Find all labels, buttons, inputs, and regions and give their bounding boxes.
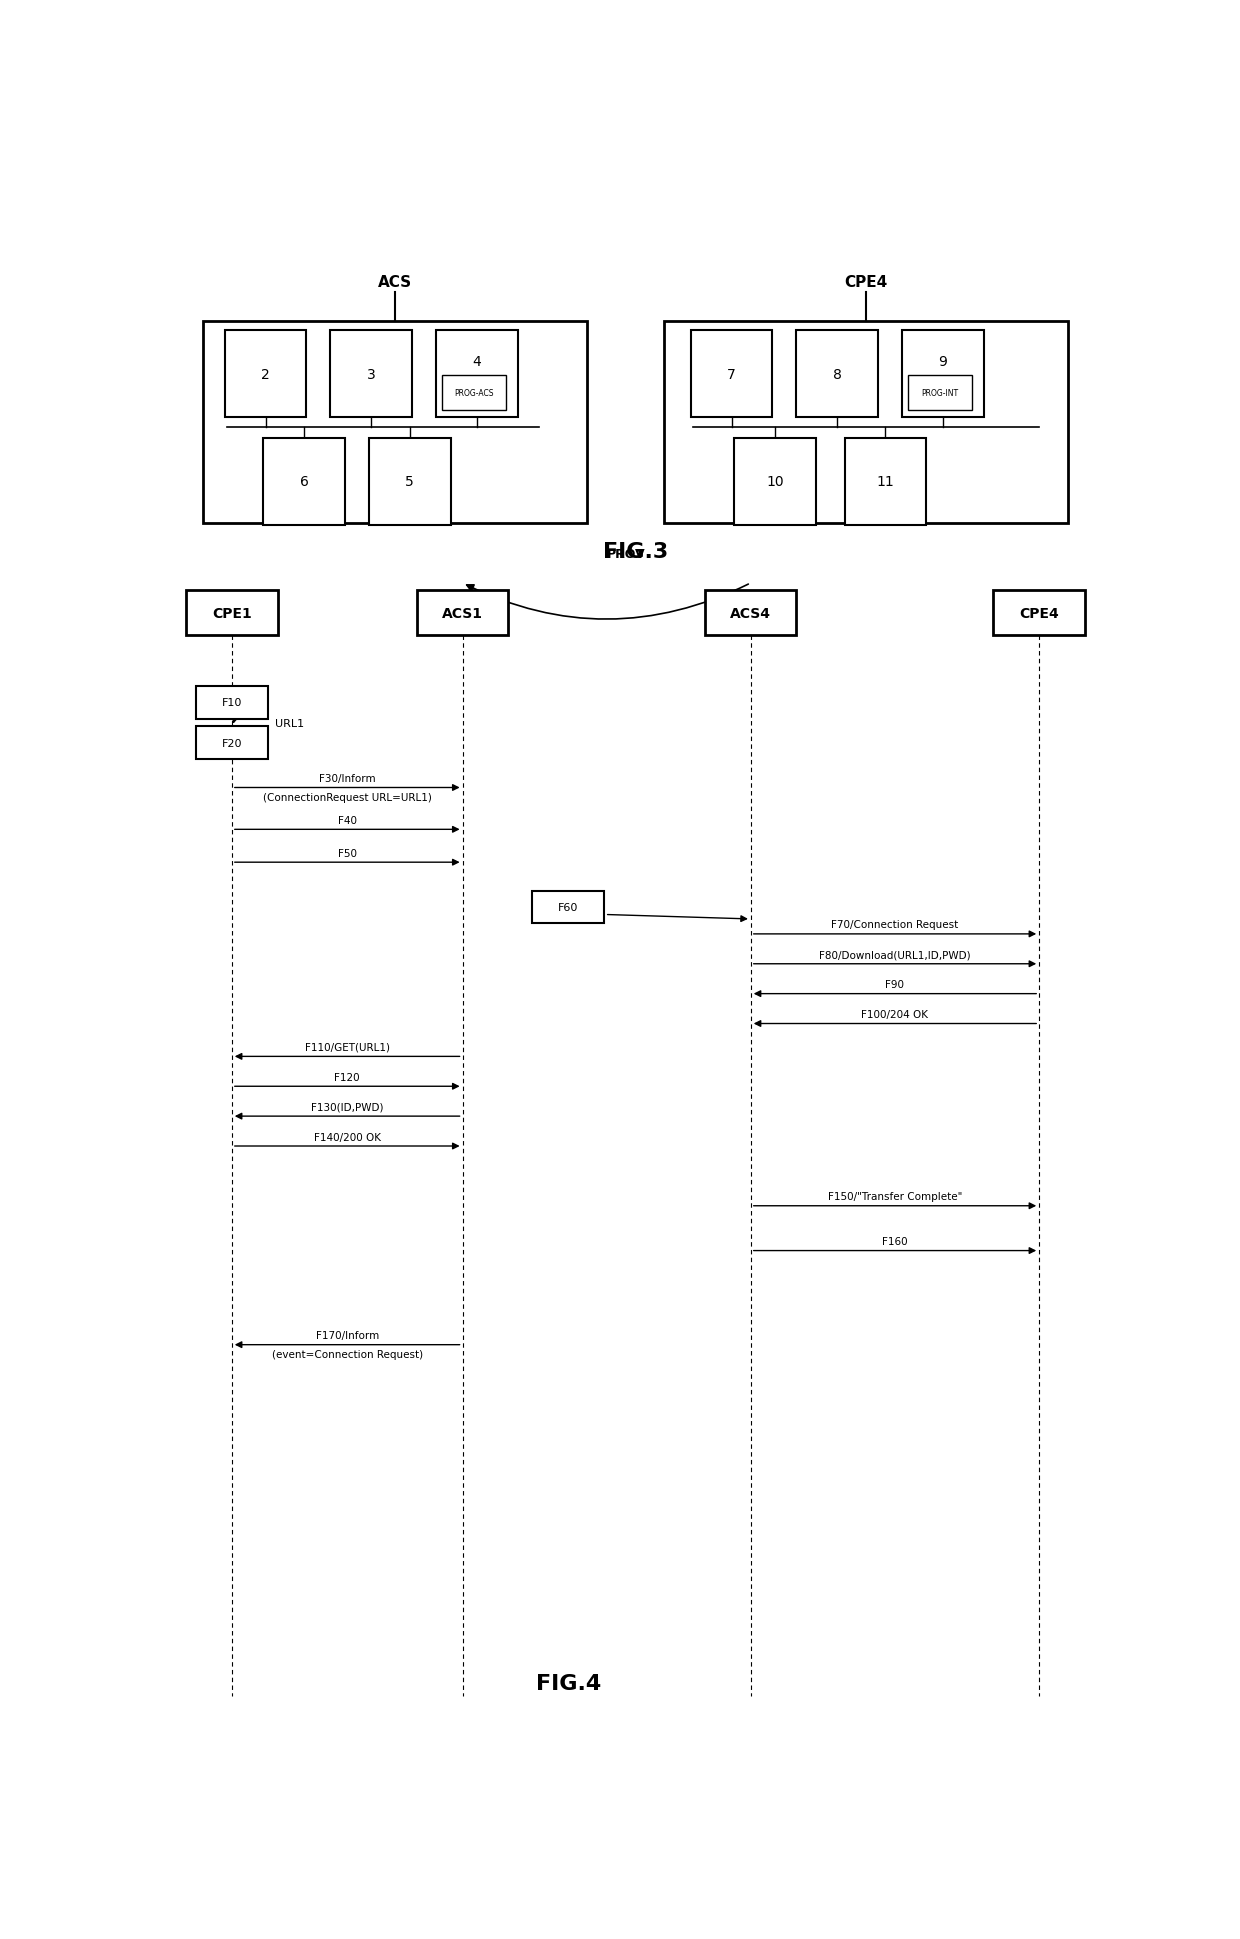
FancyBboxPatch shape	[734, 438, 816, 525]
FancyBboxPatch shape	[532, 892, 604, 925]
FancyBboxPatch shape	[330, 332, 412, 417]
Text: ACS1: ACS1	[441, 607, 484, 620]
Text: F30/Inform: F30/Inform	[319, 774, 376, 783]
FancyBboxPatch shape	[706, 591, 796, 636]
Text: CPE4: CPE4	[1019, 607, 1059, 620]
Text: 8: 8	[833, 368, 842, 382]
FancyBboxPatch shape	[224, 332, 306, 417]
Text: F20: F20	[222, 739, 242, 748]
FancyBboxPatch shape	[441, 376, 506, 411]
Text: FIG.4: FIG.4	[536, 1673, 601, 1693]
Text: F100/204 OK: F100/204 OK	[862, 1010, 929, 1020]
Text: FIG.3: FIG.3	[603, 541, 668, 562]
Text: 11: 11	[877, 475, 894, 489]
Text: 10: 10	[766, 475, 784, 489]
Text: F60: F60	[558, 902, 578, 913]
Text: 3: 3	[367, 368, 376, 382]
Text: 4: 4	[472, 355, 481, 368]
Text: F40: F40	[337, 816, 357, 826]
FancyBboxPatch shape	[186, 591, 278, 636]
FancyBboxPatch shape	[436, 332, 518, 417]
Text: PROG-ACS: PROG-ACS	[454, 390, 494, 397]
Text: 9: 9	[939, 355, 947, 368]
FancyBboxPatch shape	[203, 322, 588, 524]
Text: ACS4: ACS4	[730, 607, 771, 620]
Text: F130(ID,PWD): F130(ID,PWD)	[311, 1101, 383, 1113]
Text: F120: F120	[335, 1072, 360, 1082]
Text: 2: 2	[262, 368, 270, 382]
FancyBboxPatch shape	[993, 591, 1085, 636]
FancyBboxPatch shape	[665, 322, 1068, 524]
Text: (event=Connection Request): (event=Connection Request)	[272, 1350, 423, 1359]
Text: F70/Connection Request: F70/Connection Request	[831, 919, 959, 931]
Text: 7: 7	[727, 368, 737, 382]
Text: F150/"Transfer Complete": F150/"Transfer Complete"	[828, 1192, 962, 1202]
FancyBboxPatch shape	[196, 686, 268, 719]
Text: CPE4: CPE4	[844, 275, 888, 289]
Text: URL1: URL1	[275, 717, 304, 729]
Text: F110/GET(URL1): F110/GET(URL1)	[305, 1043, 389, 1053]
Text: F160: F160	[882, 1237, 908, 1247]
Text: PROV: PROV	[606, 549, 645, 560]
FancyBboxPatch shape	[196, 727, 268, 760]
FancyBboxPatch shape	[417, 591, 508, 636]
Text: 6: 6	[300, 475, 309, 489]
Text: (ConnectionRequest URL=URL1): (ConnectionRequest URL=URL1)	[263, 793, 432, 803]
FancyBboxPatch shape	[908, 376, 972, 411]
FancyBboxPatch shape	[796, 332, 878, 417]
Text: ACS: ACS	[378, 275, 413, 289]
Text: F90: F90	[885, 979, 904, 989]
FancyBboxPatch shape	[903, 332, 983, 417]
Text: PROG-INT: PROG-INT	[921, 390, 959, 397]
Text: F170/Inform: F170/Inform	[315, 1330, 379, 1340]
FancyBboxPatch shape	[368, 438, 450, 525]
Text: CPE1: CPE1	[212, 607, 252, 620]
Text: F50: F50	[337, 847, 357, 859]
FancyBboxPatch shape	[691, 332, 773, 417]
Text: 5: 5	[405, 475, 414, 489]
Text: F140/200 OK: F140/200 OK	[314, 1132, 381, 1142]
Text: F10: F10	[222, 698, 242, 708]
Text: F80/Download(URL1,ID,PWD): F80/Download(URL1,ID,PWD)	[820, 950, 971, 960]
FancyBboxPatch shape	[263, 438, 345, 525]
FancyBboxPatch shape	[844, 438, 926, 525]
